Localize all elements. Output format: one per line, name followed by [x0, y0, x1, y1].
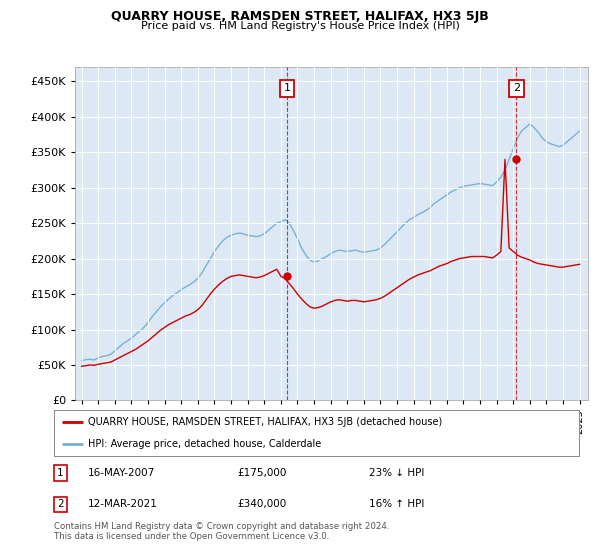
Text: £340,000: £340,000: [238, 500, 287, 510]
Text: 2: 2: [57, 500, 64, 510]
Text: 16% ↑ HPI: 16% ↑ HPI: [369, 500, 424, 510]
Text: 1: 1: [57, 468, 64, 478]
Text: HPI: Average price, detached house, Calderdale: HPI: Average price, detached house, Cald…: [88, 439, 322, 449]
Text: 16-MAY-2007: 16-MAY-2007: [88, 468, 155, 478]
Text: 23% ↓ HPI: 23% ↓ HPI: [369, 468, 424, 478]
Text: QUARRY HOUSE, RAMSDEN STREET, HALIFAX, HX3 5JB (detached house): QUARRY HOUSE, RAMSDEN STREET, HALIFAX, H…: [88, 417, 442, 427]
Text: Contains HM Land Registry data © Crown copyright and database right 2024.
This d: Contains HM Land Registry data © Crown c…: [54, 522, 389, 542]
Text: 1: 1: [284, 83, 290, 94]
Text: £175,000: £175,000: [238, 468, 287, 478]
Text: QUARRY HOUSE, RAMSDEN STREET, HALIFAX, HX3 5JB: QUARRY HOUSE, RAMSDEN STREET, HALIFAX, H…: [111, 10, 489, 23]
Text: 2: 2: [513, 83, 520, 94]
Text: Price paid vs. HM Land Registry's House Price Index (HPI): Price paid vs. HM Land Registry's House …: [140, 21, 460, 31]
Text: 12-MAR-2021: 12-MAR-2021: [88, 500, 158, 510]
